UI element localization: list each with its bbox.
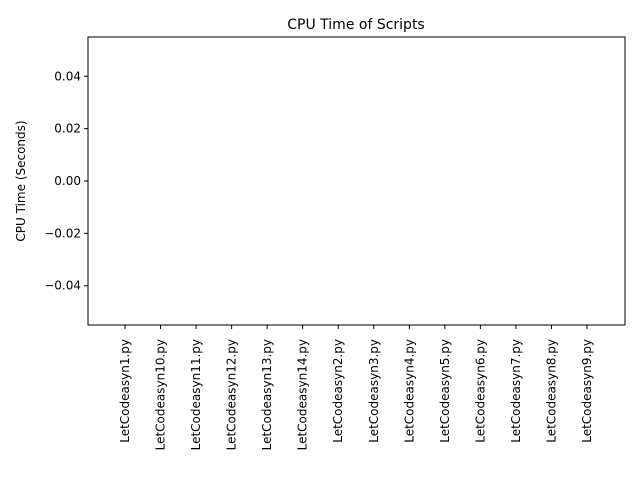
x-tick-label: LetCodeasyn12.py	[225, 339, 239, 450]
y-ticks-group: −0.04 −0.02 0.00 0.02 0.04	[44, 69, 88, 293]
x-tick-label: LetCodeasyn14.py	[296, 339, 310, 450]
plot-frame	[87, 36, 626, 326]
chart-title: CPU Time of Scripts	[287, 17, 424, 33]
x-tick-label: LetCodeasyn10.py	[154, 339, 168, 450]
y-tick-label: 0.02	[54, 122, 81, 136]
y-tick-label: 0.00	[54, 174, 81, 188]
x-tick-label: LetCodeasyn3.py	[367, 339, 381, 443]
x-tick-label: LetCodeasyn2.py	[331, 339, 345, 443]
x-tick-label: LetCodeasyn7.py	[509, 339, 523, 443]
x-tick-label: LetCodeasyn13.py	[260, 339, 274, 450]
x-tick-label: LetCodeasyn6.py	[473, 339, 487, 443]
x-tick-label: LetCodeasyn8.py	[544, 339, 558, 443]
x-ticks-group: LetCodeasyn1.py LetCodeasyn10.py LetCodeas…	[118, 325, 594, 450]
x-tick-label: LetCodeasyn5.py	[438, 339, 452, 443]
y-tick-label: −0.02	[44, 226, 81, 240]
y-axis-label: CPU Time (Seconds)	[14, 120, 28, 241]
y-tick-label: 0.04	[54, 69, 81, 83]
y-tick-label: −0.04	[44, 279, 81, 293]
x-tick-label: LetCodeasyn9.py	[580, 339, 594, 443]
x-tick-label: LetCodeasyn4.py	[402, 339, 416, 443]
x-tick-label: LetCodeasyn11.py	[189, 339, 203, 450]
x-tick-label: LetCodeasyn1.py	[118, 339, 132, 443]
